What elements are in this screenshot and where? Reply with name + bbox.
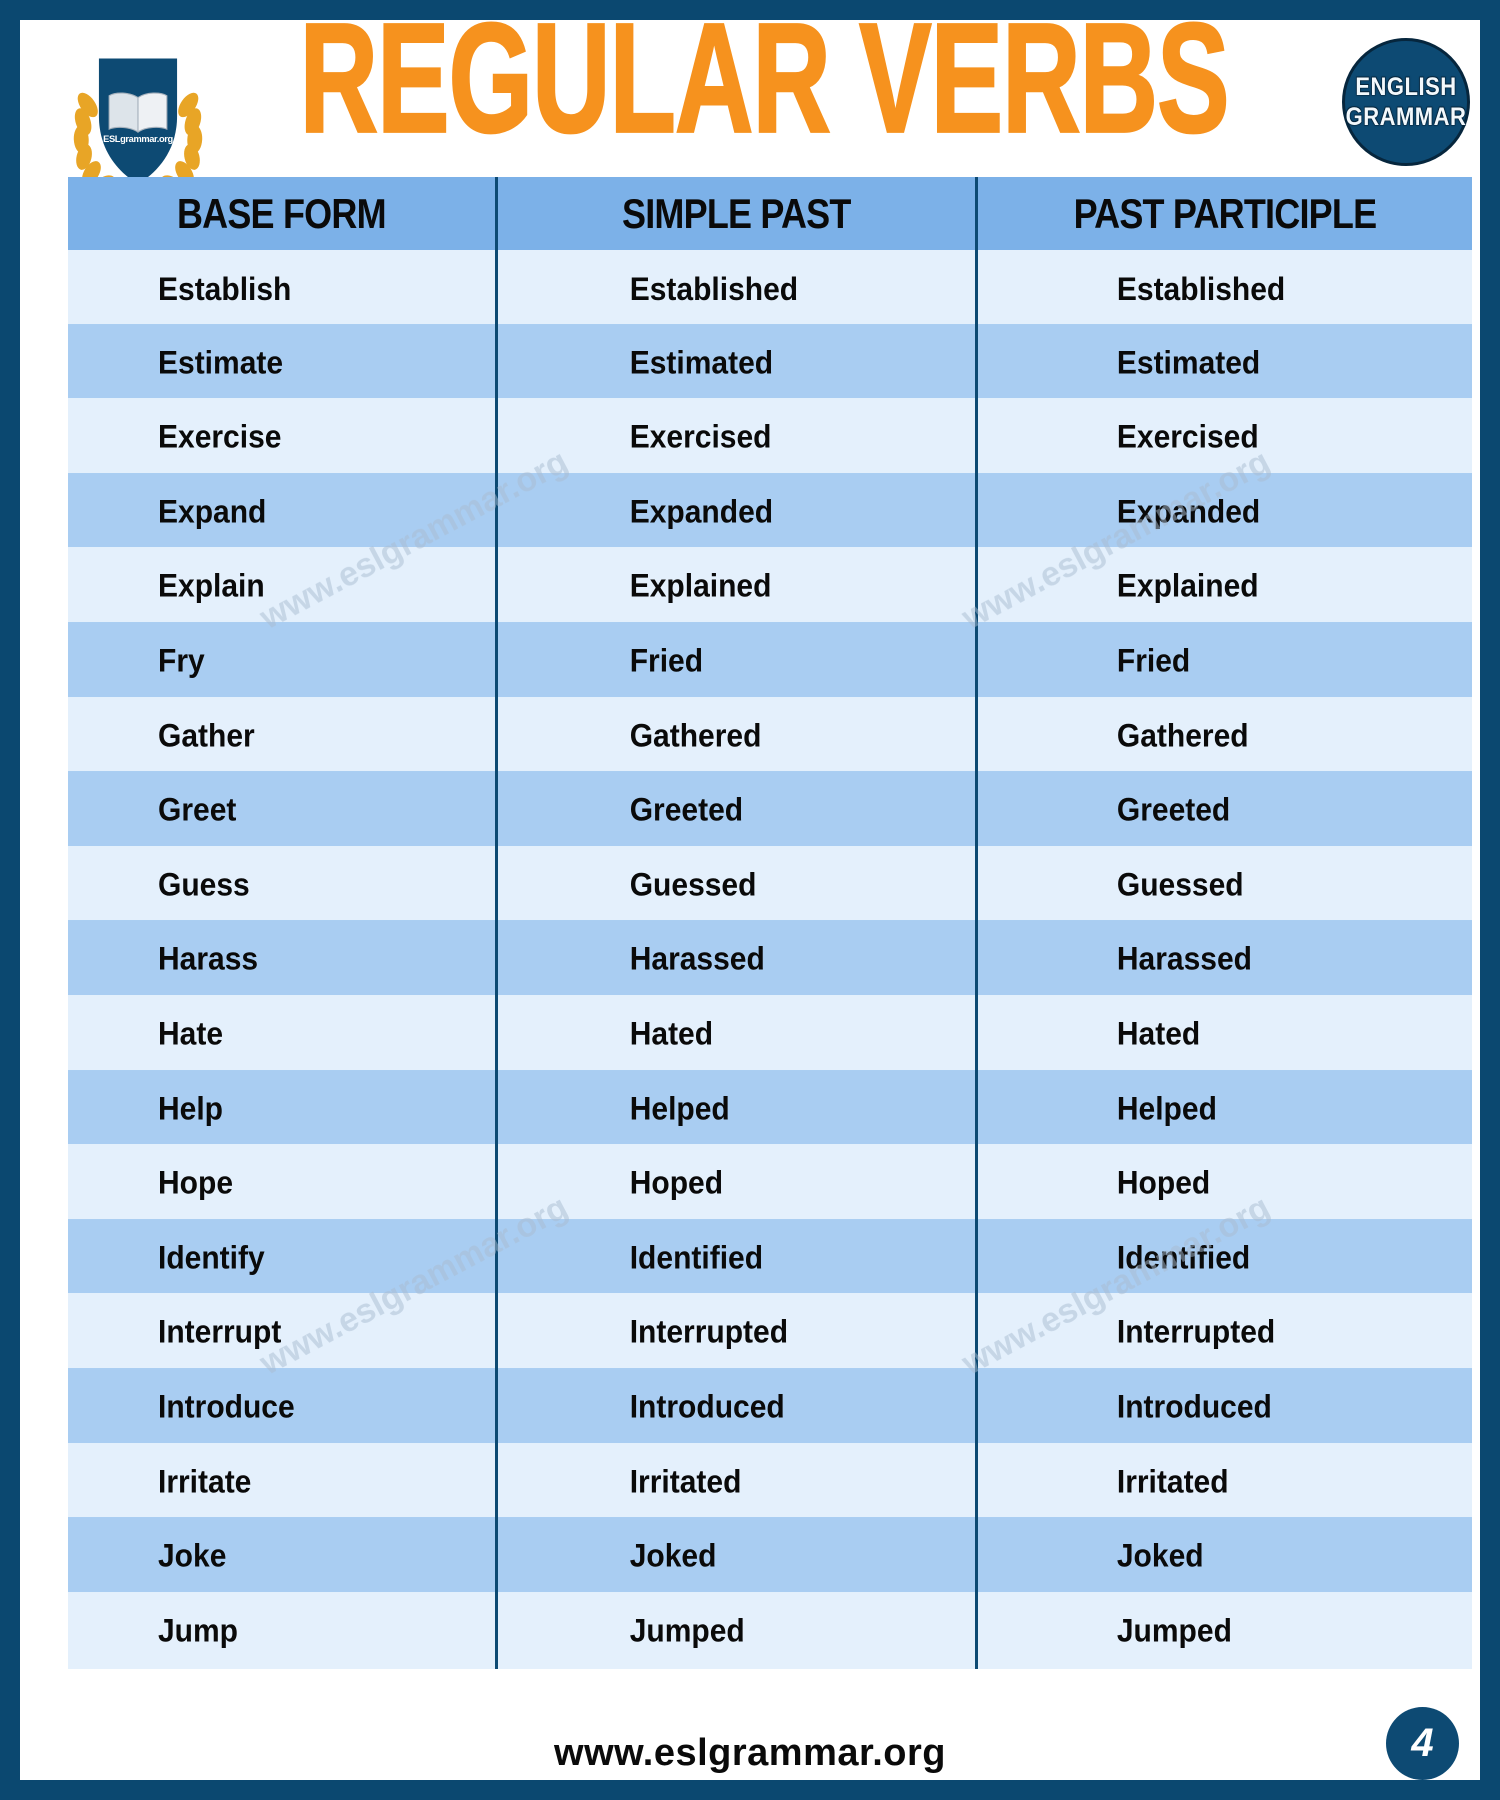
svg-text:ESLgrammar.org: ESLgrammar.org [103, 134, 173, 144]
